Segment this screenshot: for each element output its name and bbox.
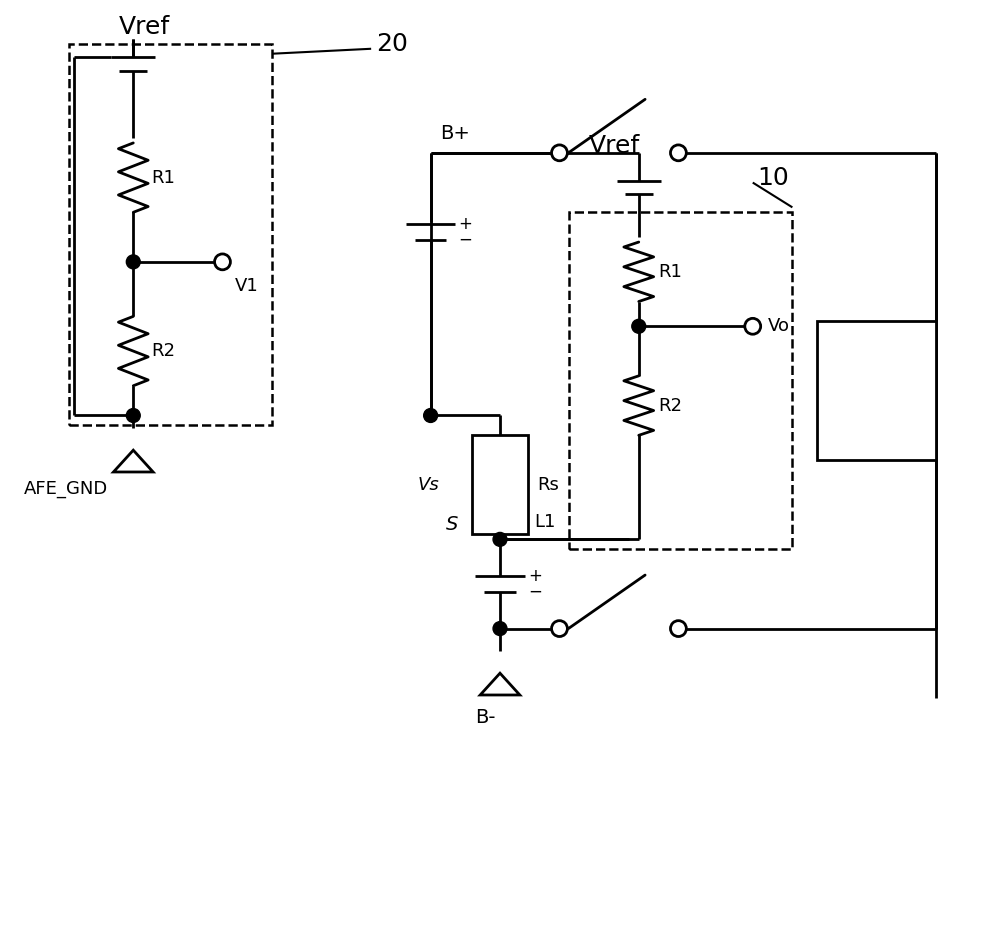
- Bar: [69, 44, 272, 426]
- Text: −: −: [458, 231, 472, 249]
- Text: R2: R2: [151, 342, 175, 360]
- Text: Rs: Rs: [538, 476, 560, 494]
- Text: 10: 10: [758, 165, 789, 190]
- Bar: [817, 321, 936, 460]
- Circle shape: [493, 621, 507, 635]
- Text: R1: R1: [659, 263, 682, 281]
- Text: Load: Load: [853, 382, 900, 400]
- Circle shape: [745, 319, 761, 335]
- Text: Vo: Vo: [768, 318, 790, 336]
- Text: B+: B+: [441, 124, 470, 143]
- Polygon shape: [480, 673, 520, 695]
- Text: Vs: Vs: [418, 476, 439, 494]
- Text: 20: 20: [376, 32, 408, 55]
- Circle shape: [632, 320, 646, 333]
- Circle shape: [493, 532, 507, 546]
- Circle shape: [126, 255, 140, 269]
- Circle shape: [126, 409, 140, 422]
- Bar: [472, 435, 528, 535]
- Text: +: +: [458, 215, 472, 233]
- Text: +: +: [528, 567, 542, 585]
- Circle shape: [215, 254, 230, 270]
- Text: R1: R1: [151, 168, 175, 187]
- Text: R2: R2: [659, 397, 683, 415]
- Polygon shape: [113, 450, 153, 472]
- Text: AFE_GND: AFE_GND: [24, 480, 109, 498]
- Circle shape: [552, 145, 567, 161]
- Text: V1: V1: [234, 276, 258, 295]
- Text: B-: B-: [475, 708, 495, 727]
- Bar: [569, 212, 792, 549]
- Text: L1: L1: [535, 513, 556, 531]
- Circle shape: [552, 620, 567, 636]
- Text: Vref: Vref: [118, 15, 170, 39]
- Circle shape: [670, 620, 686, 636]
- Text: −: −: [528, 583, 542, 601]
- Circle shape: [424, 409, 438, 422]
- Text: S: S: [445, 515, 458, 535]
- Text: Vref: Vref: [589, 133, 640, 158]
- Circle shape: [670, 145, 686, 161]
